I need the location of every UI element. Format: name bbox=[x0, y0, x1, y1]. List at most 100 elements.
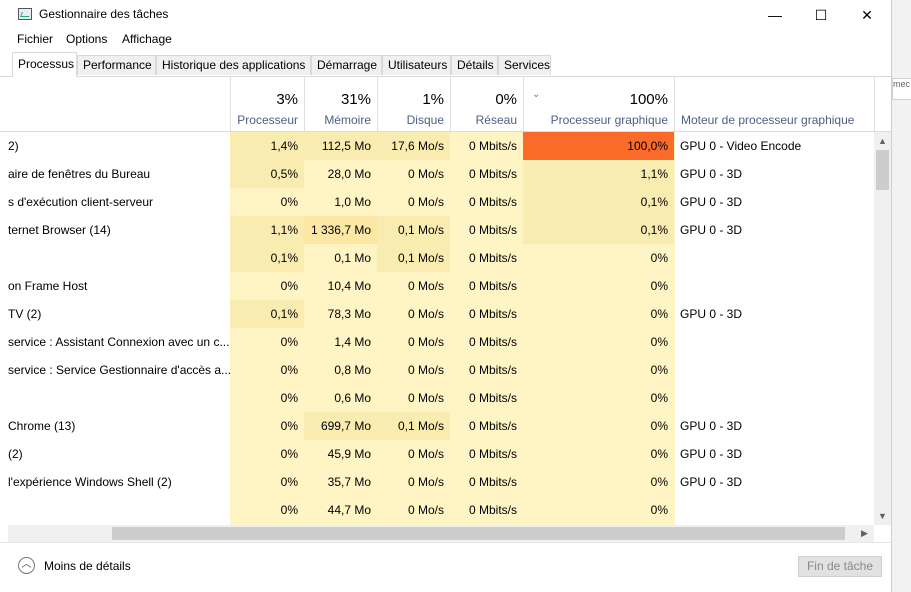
table-row[interactable]: ternet Browser (14) 1,1% 1 336,7 Mo 0,1 Mo/… bbox=[0, 216, 874, 244]
cell-cpu: 0,1% bbox=[230, 300, 304, 328]
desktop-background-right: mec bbox=[891, 0, 911, 592]
cell-cpu: 0% bbox=[230, 328, 304, 356]
cell-gpu-engine: GPU 0 - 3D bbox=[680, 195, 743, 209]
background-window-peek: mec bbox=[892, 78, 911, 100]
title-bar[interactable]: Gestionnaire des tâches — ☐ ✕ bbox=[0, 0, 891, 30]
cell-gpu: 0,1% bbox=[523, 216, 674, 244]
task-manager-window: Gestionnaire des tâches — ☐ ✕ Fichier Op… bbox=[0, 0, 891, 592]
cell-net: 0 Mbits/s bbox=[450, 356, 523, 384]
column-header-gpu[interactable]: 100% Processeur graphique bbox=[523, 77, 674, 131]
cell-gpu: 0% bbox=[523, 328, 674, 356]
column-header-gpu-engine[interactable]: Moteur de processeur graphique bbox=[674, 77, 874, 131]
cell-gpu-engine bbox=[674, 356, 874, 384]
network-label: Réseau bbox=[475, 113, 517, 127]
gpu-total: 100% bbox=[629, 91, 668, 108]
tab-historique-applications[interactable]: Historique des applications bbox=[156, 55, 311, 75]
table-row[interactable]: on Frame Host 0% 10,4 Mo 0 Mo/s 0 Mbits/s 0% bbox=[0, 272, 874, 300]
tab-services[interactable]: Services bbox=[498, 55, 551, 75]
cell-disk: 0 Mo/s bbox=[377, 496, 450, 524]
table-row[interactable]: aire de fenêtres du Bureau 0,5% 28,0 Mo 0 M… bbox=[0, 160, 874, 188]
less-details-link[interactable]: Moins de détails bbox=[44, 559, 131, 573]
cell-disk: 0 Mo/s bbox=[377, 440, 450, 468]
process-name bbox=[8, 496, 230, 524]
cell-net: 0 Mbits/s bbox=[450, 188, 523, 216]
disk-total: 1% bbox=[422, 91, 444, 108]
end-task-button[interactable]: Fin de tâche bbox=[798, 556, 882, 577]
column-header-memory[interactable]: 31% Mémoire bbox=[304, 77, 377, 131]
cell-disk: 0 Mo/s bbox=[377, 356, 450, 384]
cell-gpu: 0,1% bbox=[523, 188, 674, 216]
gpu-label: Processeur graphique bbox=[550, 113, 668, 127]
cell-disk: 0,1 Mo/s bbox=[377, 216, 450, 244]
cell-mem: 1,0 Mo bbox=[304, 188, 377, 216]
cell-gpu: 0% bbox=[523, 412, 674, 440]
table-row[interactable]: 0,1% 0,1 Mo 0,1 Mo/s 0 Mbits/s 0% bbox=[0, 244, 874, 272]
maximize-button[interactable]: ☐ bbox=[814, 7, 828, 23]
close-button[interactable]: ✕ bbox=[861, 7, 873, 23]
vertical-scroll-thumb[interactable] bbox=[876, 150, 889, 190]
process-name: ternet Browser (14) bbox=[8, 223, 111, 237]
table-row[interactable]: service : Assistant Connexion avec un c.… bbox=[0, 328, 874, 356]
cell-gpu-engine: GPU 0 - 3D bbox=[680, 167, 743, 181]
table-header: 3% Processeur 31% Mémoire 1% Disque 0% R… bbox=[0, 77, 891, 132]
table-row[interactable]: (2) 0% 45,9 Mo 0 Mo/s 0 Mbits/s 0% GPU 0 - 3D bbox=[0, 440, 874, 468]
cell-disk: 0 Mo/s bbox=[377, 188, 450, 216]
table-row[interactable]: TV (2) 0,1% 78,3 Mo 0 Mo/s 0 Mbits/s 0% GPU 0 … bbox=[0, 300, 874, 328]
scroll-down-arrow-icon[interactable]: ▼ bbox=[878, 511, 887, 521]
cell-mem: 44,7 Mo bbox=[304, 496, 377, 524]
column-header-network[interactable]: 0% Réseau bbox=[450, 77, 523, 131]
cell-cpu: 0% bbox=[230, 384, 304, 412]
column-header-cpu[interactable]: 3% Processeur bbox=[230, 77, 304, 131]
column-header-disk[interactable]: 1% Disque bbox=[377, 77, 450, 131]
cell-gpu: 100,0% bbox=[523, 132, 674, 160]
cell-net: 0 Mbits/s bbox=[450, 216, 523, 244]
table-row[interactable]: l'expérience Windows Shell (2) 0% 35,7 Mo 0… bbox=[0, 468, 874, 496]
process-list: 2) 1,4% 112,5 Mo 17,6 Mo/s 0 Mbits/s 100,0% GP… bbox=[0, 132, 874, 525]
cell-net: 0 Mbits/s bbox=[450, 160, 523, 188]
cell-disk: 17,6 Mo/s bbox=[377, 132, 450, 160]
tab-details[interactable]: Détails bbox=[451, 55, 498, 75]
menu-bar: Fichier Options Affichage bbox=[0, 30, 891, 50]
horizontal-scroll-thumb[interactable] bbox=[112, 527, 845, 540]
tab-utilisateurs[interactable]: Utilisateurs bbox=[382, 55, 451, 75]
vertical-scrollbar[interactable] bbox=[874, 132, 891, 525]
cell-disk: 0 Mo/s bbox=[377, 272, 450, 300]
table-row[interactable]: 0% 44,7 Mo 0 Mo/s 0 Mbits/s 0% bbox=[0, 496, 874, 524]
disk-label: Disque bbox=[406, 113, 444, 127]
cell-cpu: 0% bbox=[230, 440, 304, 468]
cell-gpu-engine: GPU 0 - 3D bbox=[680, 223, 743, 237]
menu-fichier[interactable]: Fichier bbox=[17, 32, 54, 46]
menu-affichage[interactable]: Affichage bbox=[122, 32, 172, 46]
cell-cpu: 0,1% bbox=[230, 244, 304, 272]
process-name: TV (2) bbox=[8, 307, 42, 321]
table-row[interactable]: service : Service Gestionnaire d'accès a… bbox=[0, 356, 874, 384]
cell-gpu: 0% bbox=[523, 384, 674, 412]
minimize-button[interactable]: — bbox=[768, 7, 782, 23]
scroll-right-arrow-icon[interactable]: ▶ bbox=[861, 528, 868, 538]
cell-mem: 35,7 Mo bbox=[304, 468, 377, 496]
cell-net: 0 Mbits/s bbox=[450, 468, 523, 496]
cell-cpu: 0% bbox=[230, 188, 304, 216]
cell-disk: 0 Mo/s bbox=[377, 328, 450, 356]
tab-demarrage[interactable]: Démarrage bbox=[311, 55, 382, 75]
process-name: service : Assistant Connexion avec un c.… bbox=[8, 335, 230, 349]
process-name: l'expérience Windows Shell (2) bbox=[8, 475, 172, 489]
memory-label: Mémoire bbox=[324, 113, 371, 127]
menu-options[interactable]: Options bbox=[66, 32, 108, 46]
process-name: Chrome (13) bbox=[8, 419, 76, 433]
tab-processus[interactable]: Processus bbox=[12, 52, 77, 77]
cpu-total: 3% bbox=[276, 91, 298, 108]
chevron-up-icon[interactable]: ︿ bbox=[18, 557, 35, 574]
table-row[interactable]: 2) 1,4% 112,5 Mo 17,6 Mo/s 0 Mbits/s 100,0% GP… bbox=[0, 132, 874, 160]
scroll-up-arrow-icon[interactable]: ▲ bbox=[878, 136, 887, 146]
cell-gpu: 0% bbox=[523, 300, 674, 328]
footer-bar bbox=[0, 542, 891, 592]
cell-cpu: 0% bbox=[230, 496, 304, 524]
cell-gpu-engine: GPU 0 - 3D bbox=[680, 447, 743, 461]
cell-gpu-engine: GPU 0 - 3D bbox=[680, 419, 743, 433]
table-row[interactable]: 0% 0,6 Mo 0 Mo/s 0 Mbits/s 0% bbox=[0, 384, 874, 412]
cell-cpu: 0% bbox=[230, 412, 304, 440]
tab-performance[interactable]: Performance bbox=[77, 55, 156, 75]
table-row[interactable]: s d'exécution client-serveur 0% 1,0 Mo 0 Mo… bbox=[0, 188, 874, 216]
table-row[interactable]: Chrome (13) 0% 699,7 Mo 0,1 Mo/s 0 Mbits/s 0%… bbox=[0, 412, 874, 440]
